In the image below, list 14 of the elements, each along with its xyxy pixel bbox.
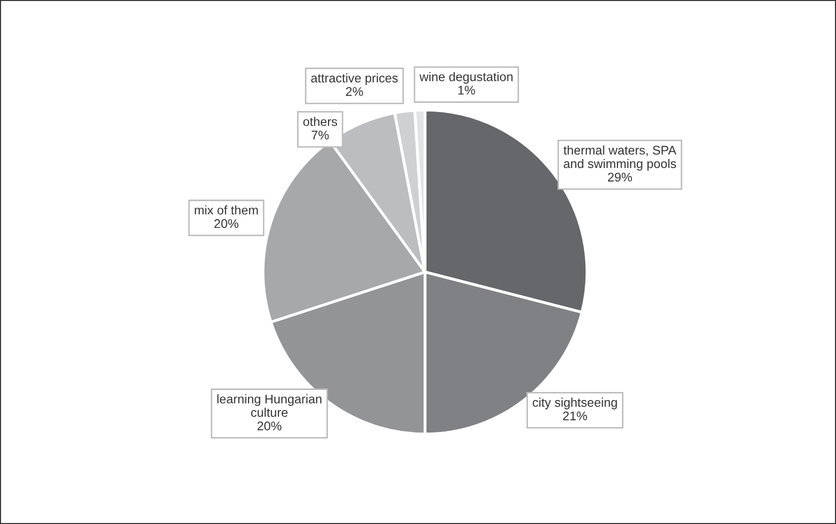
data-label: 20% [214,219,238,228]
data-label: 29% [608,172,632,182]
data-label: 20% [257,422,282,430]
slice-label: learning Hungarian culture [217,394,322,417]
data-label: 7% [312,130,329,140]
slice-label: wine degustation [419,72,513,84]
slice-label: city sightseeing [532,398,617,410]
data-label: 21% [563,411,588,420]
data-label: 2% [346,87,363,96]
slice-label: attractive prices [311,73,398,85]
slice-label: others [303,116,338,126]
slice-label: mix of them [194,205,258,215]
data-label: 1% [458,86,475,95]
slice-label: thermal waters, SPA and swimming pools [564,145,676,171]
